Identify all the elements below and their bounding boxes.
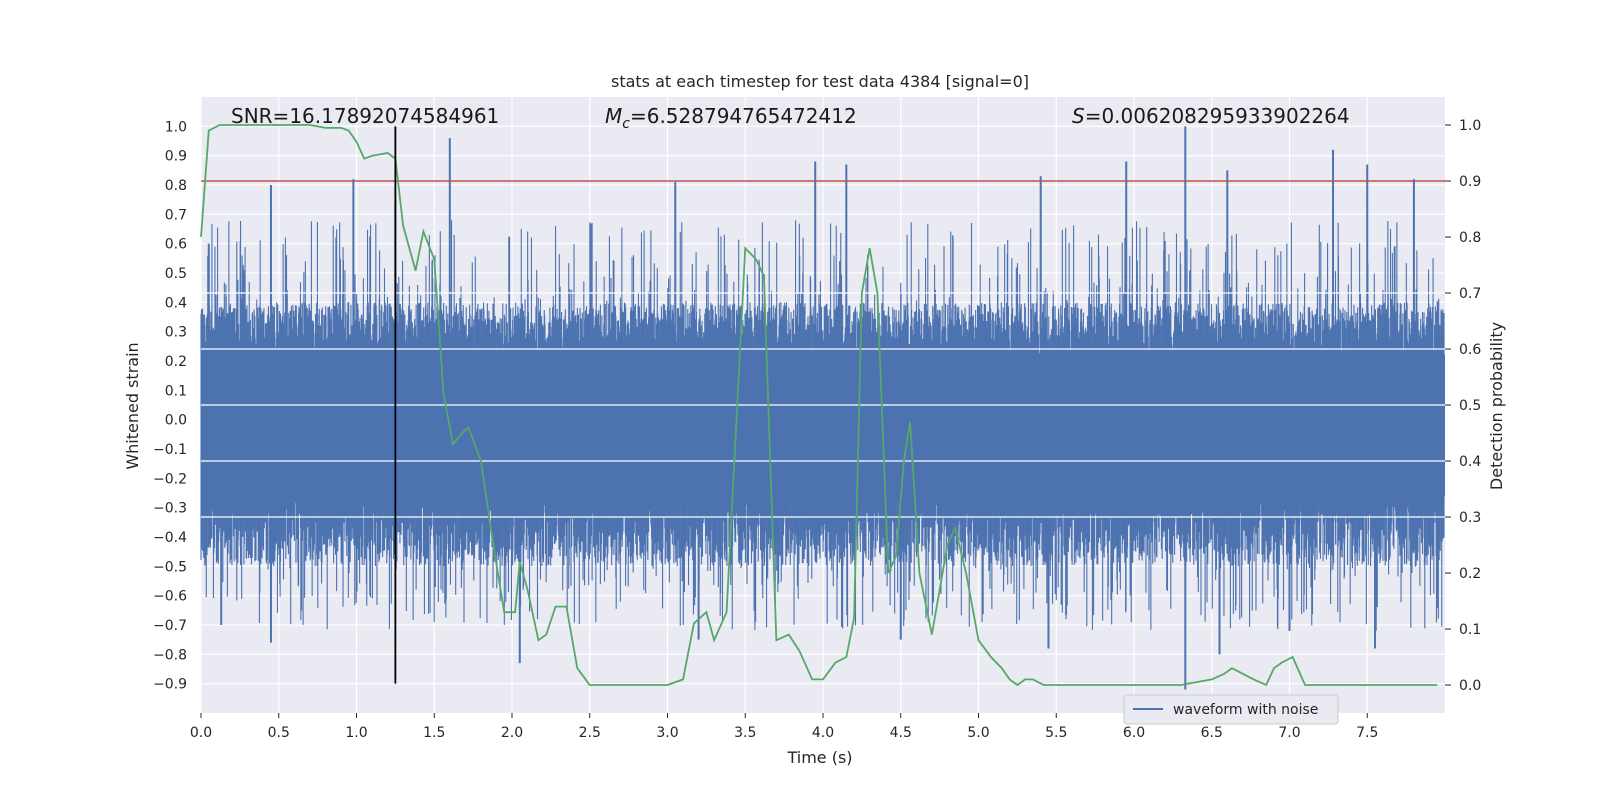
y-left-tick-label: 0.2: [165, 354, 187, 370]
x-tick-label: 3.0: [656, 725, 678, 741]
x-tick-label: 0.5: [268, 725, 290, 741]
y-right-tick-label: 0.9: [1459, 174, 1481, 190]
y-left-tick-label: 0.7: [165, 207, 187, 223]
y-left-tick-label: 0.1: [165, 383, 187, 399]
y-left-tick-label: 0.6: [165, 237, 187, 253]
y-right-tick-label: 0.0: [1459, 678, 1481, 694]
y-left-tick-label: −0.1: [153, 442, 187, 458]
y-left-tick-label: 0.8: [165, 178, 187, 194]
x-tick-label: 4.5: [890, 725, 912, 741]
x-axis-label: Time (s): [786, 748, 852, 767]
x-tick-label: 7.5: [1356, 725, 1378, 741]
x-tick-label: 6.0: [1123, 725, 1145, 741]
x-tick-label: 7.0: [1278, 725, 1300, 741]
waveform-core: [201, 355, 1445, 496]
chirp-mass-subscript: c: [622, 116, 630, 132]
y-right-tick-label: 0.4: [1459, 454, 1481, 470]
chart-title: stats at each timestep for test data 438…: [611, 72, 1029, 91]
y-right-tick-label: 1.0: [1459, 118, 1481, 134]
x-tick-label: 0.0: [190, 725, 212, 741]
y-left-tick-label: 0.3: [165, 325, 187, 341]
snr-value: 16.17892074584961: [289, 104, 499, 128]
waveform-series: [200, 126, 1445, 690]
y-right-tick-label: 0.3: [1459, 510, 1481, 526]
x-tick-label: 1.0: [345, 725, 367, 741]
y-left-tick-label: 0.9: [165, 149, 187, 165]
y-left-tick-label: −0.9: [153, 677, 187, 693]
x-tick-label: 4.0: [812, 725, 834, 741]
y-left-tick-label: 0.5: [165, 266, 187, 282]
y-left-tick-label: −0.6: [153, 589, 187, 605]
y-left-tick-label: −0.8: [153, 647, 187, 663]
chirp-mass-value: =6.528794765472412: [630, 104, 857, 128]
snr-annotation: SNR=16.17892074584961: [231, 104, 499, 128]
x-tick-label: 6.5: [1201, 725, 1223, 741]
x-tick-label: 5.5: [1045, 725, 1067, 741]
s-annotation: S=0.006208295933902264: [1072, 104, 1350, 128]
y-right-tick-label: 0.2: [1459, 566, 1481, 582]
x-tick-label: 2.0: [501, 725, 523, 741]
y-left-tick-label: 0.0: [165, 413, 187, 429]
x-tick-label: 1.5: [423, 725, 445, 741]
y-axis-label-right: Detection probability: [1487, 322, 1506, 490]
y-left-tick-label: −0.4: [153, 530, 187, 546]
y-left-tick-label: 1.0: [165, 119, 187, 135]
y-right-tick-label: 0.1: [1459, 622, 1481, 638]
snr-prefix: SNR=: [231, 104, 289, 128]
s-value: =0.006208295933902264: [1085, 104, 1350, 128]
x-tick-label: 5.0: [967, 725, 989, 741]
y-right-tick-label: 0.8: [1459, 230, 1481, 246]
y-left-tick-label: −0.5: [153, 559, 187, 575]
y-left-tick-label: −0.3: [153, 501, 187, 517]
x-tick-label: 2.5: [579, 725, 601, 741]
legend: waveform with noise: [1123, 694, 1339, 725]
legend-label-waveform: waveform with noise: [1173, 702, 1318, 718]
y-right-tick-label: 0.6: [1459, 342, 1481, 358]
y-right-tick-label: 0.5: [1459, 398, 1481, 414]
y-axis-label-left: Whitened strain: [123, 342, 142, 469]
chirp-mass-annotation: Mc=6.528794765472412: [605, 104, 857, 132]
y-left-tick-label: 0.4: [165, 295, 187, 311]
s-symbol: S: [1072, 104, 1085, 128]
x-tick-label: 3.5: [734, 725, 756, 741]
y-right-tick-label: 0.7: [1459, 286, 1481, 302]
legend-box: [1123, 694, 1339, 725]
chirp-mass-symbol: M: [605, 104, 622, 128]
y-left-tick-label: −0.7: [153, 618, 187, 634]
axis-ticks: 0.0 0.5 1.0 1.5 2.0 2.5 3.0 3.5 4.0 4.5 5.0 5.5 6.0 6…: [153, 118, 1481, 741]
y-left-tick-label: −0.2: [153, 471, 187, 487]
